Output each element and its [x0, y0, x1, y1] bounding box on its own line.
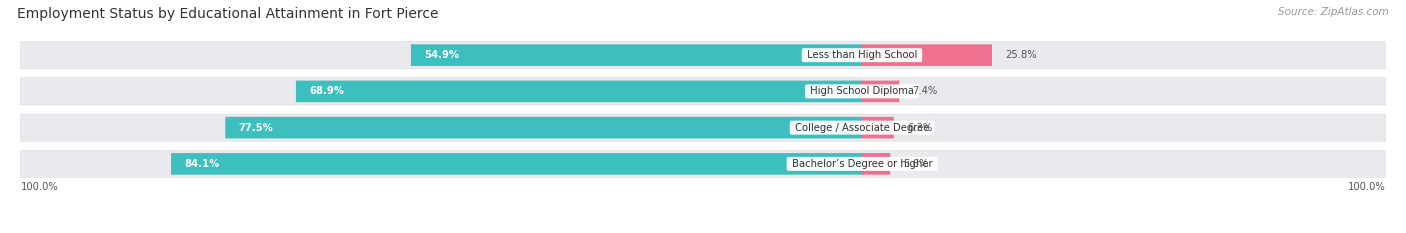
Text: High School Diploma: High School Diploma: [807, 86, 917, 96]
FancyBboxPatch shape: [862, 44, 993, 66]
Text: 84.1%: 84.1%: [184, 159, 219, 169]
Text: 25.8%: 25.8%: [1005, 50, 1036, 60]
FancyBboxPatch shape: [21, 78, 1385, 105]
FancyBboxPatch shape: [172, 153, 862, 175]
Text: 6.3%: 6.3%: [907, 123, 932, 133]
Text: Bachelor’s Degree or higher: Bachelor’s Degree or higher: [789, 159, 935, 169]
Text: College / Associate Degree: College / Associate Degree: [792, 123, 932, 133]
FancyBboxPatch shape: [295, 81, 862, 102]
Text: Source: ZipAtlas.com: Source: ZipAtlas.com: [1278, 7, 1389, 17]
Text: 5.6%: 5.6%: [904, 159, 929, 169]
FancyBboxPatch shape: [862, 81, 900, 102]
FancyBboxPatch shape: [21, 41, 1385, 69]
FancyBboxPatch shape: [21, 150, 1385, 178]
Text: 54.9%: 54.9%: [425, 50, 460, 60]
Text: 100.0%: 100.0%: [1347, 182, 1385, 192]
Text: Employment Status by Educational Attainment in Fort Pierce: Employment Status by Educational Attainm…: [17, 7, 439, 21]
FancyBboxPatch shape: [862, 153, 890, 175]
Text: 68.9%: 68.9%: [309, 86, 344, 96]
FancyBboxPatch shape: [411, 44, 862, 66]
Text: Less than High School: Less than High School: [804, 50, 921, 60]
FancyBboxPatch shape: [21, 114, 1385, 141]
Text: 7.4%: 7.4%: [912, 86, 938, 96]
FancyBboxPatch shape: [862, 117, 894, 138]
Text: 77.5%: 77.5%: [239, 123, 273, 133]
Text: 100.0%: 100.0%: [21, 182, 59, 192]
FancyBboxPatch shape: [225, 117, 862, 138]
